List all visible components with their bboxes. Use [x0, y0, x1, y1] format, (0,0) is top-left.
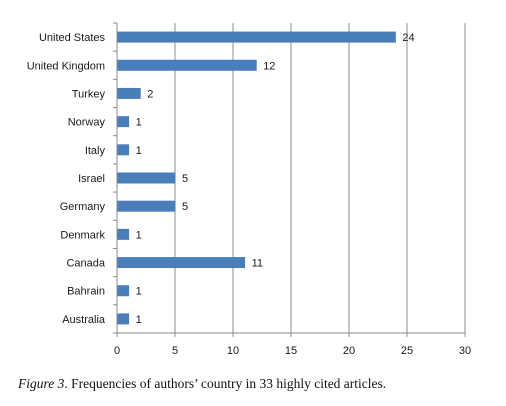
- category-label: Norway: [68, 117, 106, 129]
- bar: [117, 116, 130, 128]
- category-label: Germany: [60, 201, 106, 213]
- category-label: Turkey: [72, 88, 106, 100]
- x-tick-label: 15: [285, 345, 297, 357]
- bar: [117, 285, 130, 297]
- data-label: 1: [136, 145, 142, 157]
- data-label: 1: [136, 286, 142, 298]
- data-label: 1: [136, 229, 142, 241]
- data-label: 1: [136, 117, 142, 129]
- bar: [117, 59, 257, 71]
- bar: [117, 31, 396, 43]
- x-tick-label: 20: [343, 345, 355, 357]
- x-tick-label: 5: [172, 345, 178, 357]
- figure-caption: Figure 3. Frequencies of authors’ countr…: [18, 376, 386, 392]
- category-label: Australia: [62, 314, 106, 326]
- data-label: 2: [147, 88, 153, 100]
- bar: [117, 144, 130, 156]
- category-label: Canada: [66, 258, 105, 270]
- data-label: 12: [263, 60, 275, 72]
- data-label: 5: [182, 201, 188, 213]
- data-label: 1: [136, 314, 142, 326]
- bar: [117, 87, 141, 99]
- category-label: Italy: [85, 145, 106, 157]
- x-tick-label: 25: [401, 345, 413, 357]
- bar: [117, 313, 130, 325]
- bar: [117, 200, 176, 212]
- data-label: 11: [252, 258, 263, 270]
- category-label: United Kingdom: [27, 60, 105, 72]
- category-label: Bahrain: [67, 286, 105, 298]
- bar: [117, 172, 176, 184]
- x-tick-label: 30: [459, 345, 471, 357]
- category-label: Israel: [78, 173, 105, 185]
- caption-text: . Frequencies of authors’ country in 33 …: [64, 376, 387, 391]
- data-label: 24: [402, 32, 414, 44]
- bar: [117, 228, 130, 240]
- x-tick-label: 10: [227, 345, 239, 357]
- category-label: United States: [39, 32, 106, 44]
- x-tick-label: 0: [114, 345, 120, 357]
- category-label: Denmark: [60, 229, 105, 241]
- bar: [117, 257, 246, 269]
- data-label: 5: [182, 173, 188, 185]
- figure-label: Figure 3: [18, 376, 65, 391]
